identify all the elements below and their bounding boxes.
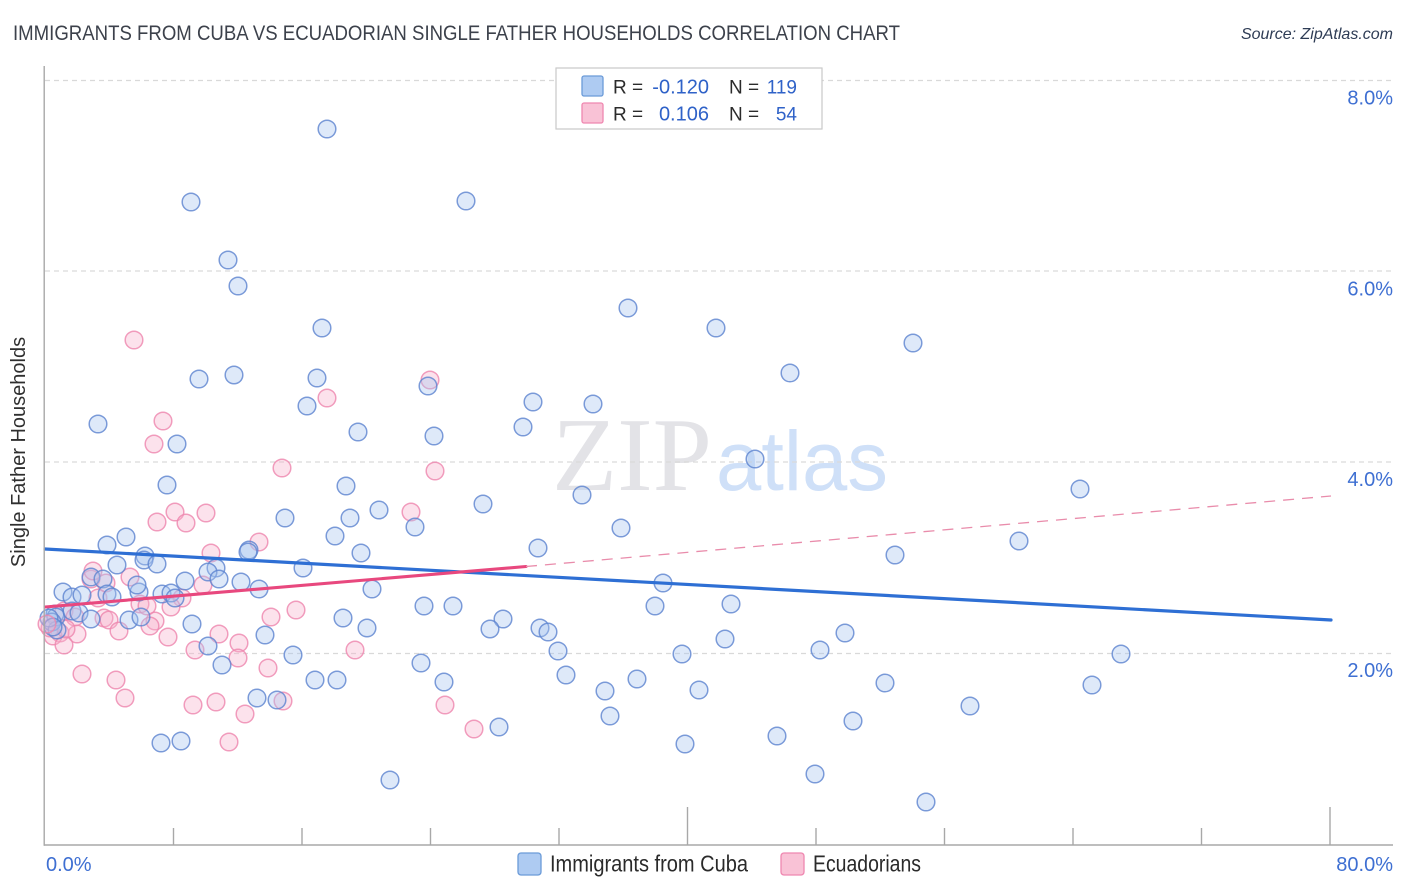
svg-text:54: 54 bbox=[776, 105, 798, 126]
svg-text:Immigrants from Cuba: Immigrants from Cuba bbox=[550, 851, 748, 877]
svg-text:Single Father Households: Single Father Households bbox=[8, 337, 30, 567]
svg-text:R =: R = bbox=[613, 78, 643, 99]
svg-text:0.106: 0.106 bbox=[659, 104, 709, 126]
svg-text:0.0%: 0.0% bbox=[46, 854, 92, 876]
svg-text:80.0%: 80.0% bbox=[1336, 854, 1393, 876]
svg-text:-0.120: -0.120 bbox=[652, 77, 709, 99]
svg-text:4.0%: 4.0% bbox=[1347, 469, 1393, 491]
svg-text:N =: N = bbox=[729, 78, 759, 99]
svg-text:R =: R = bbox=[613, 105, 643, 126]
svg-text:8.0%: 8.0% bbox=[1347, 88, 1393, 110]
svg-text:N =: N = bbox=[729, 105, 759, 126]
svg-text:atlas: atlas bbox=[716, 414, 888, 508]
svg-text:ZIP: ZIP bbox=[552, 396, 712, 513]
svg-text:119: 119 bbox=[767, 78, 797, 99]
svg-text:Ecuadorians: Ecuadorians bbox=[813, 851, 921, 877]
svg-text:Source: ZipAtlas.com: Source: ZipAtlas.com bbox=[1241, 26, 1393, 43]
svg-text:6.0%: 6.0% bbox=[1347, 279, 1393, 301]
svg-text:IMMIGRANTS FROM CUBA VS ECUADO: IMMIGRANTS FROM CUBA VS ECUADORIAN SINGL… bbox=[13, 21, 900, 45]
svg-text:2.0%: 2.0% bbox=[1347, 660, 1393, 682]
